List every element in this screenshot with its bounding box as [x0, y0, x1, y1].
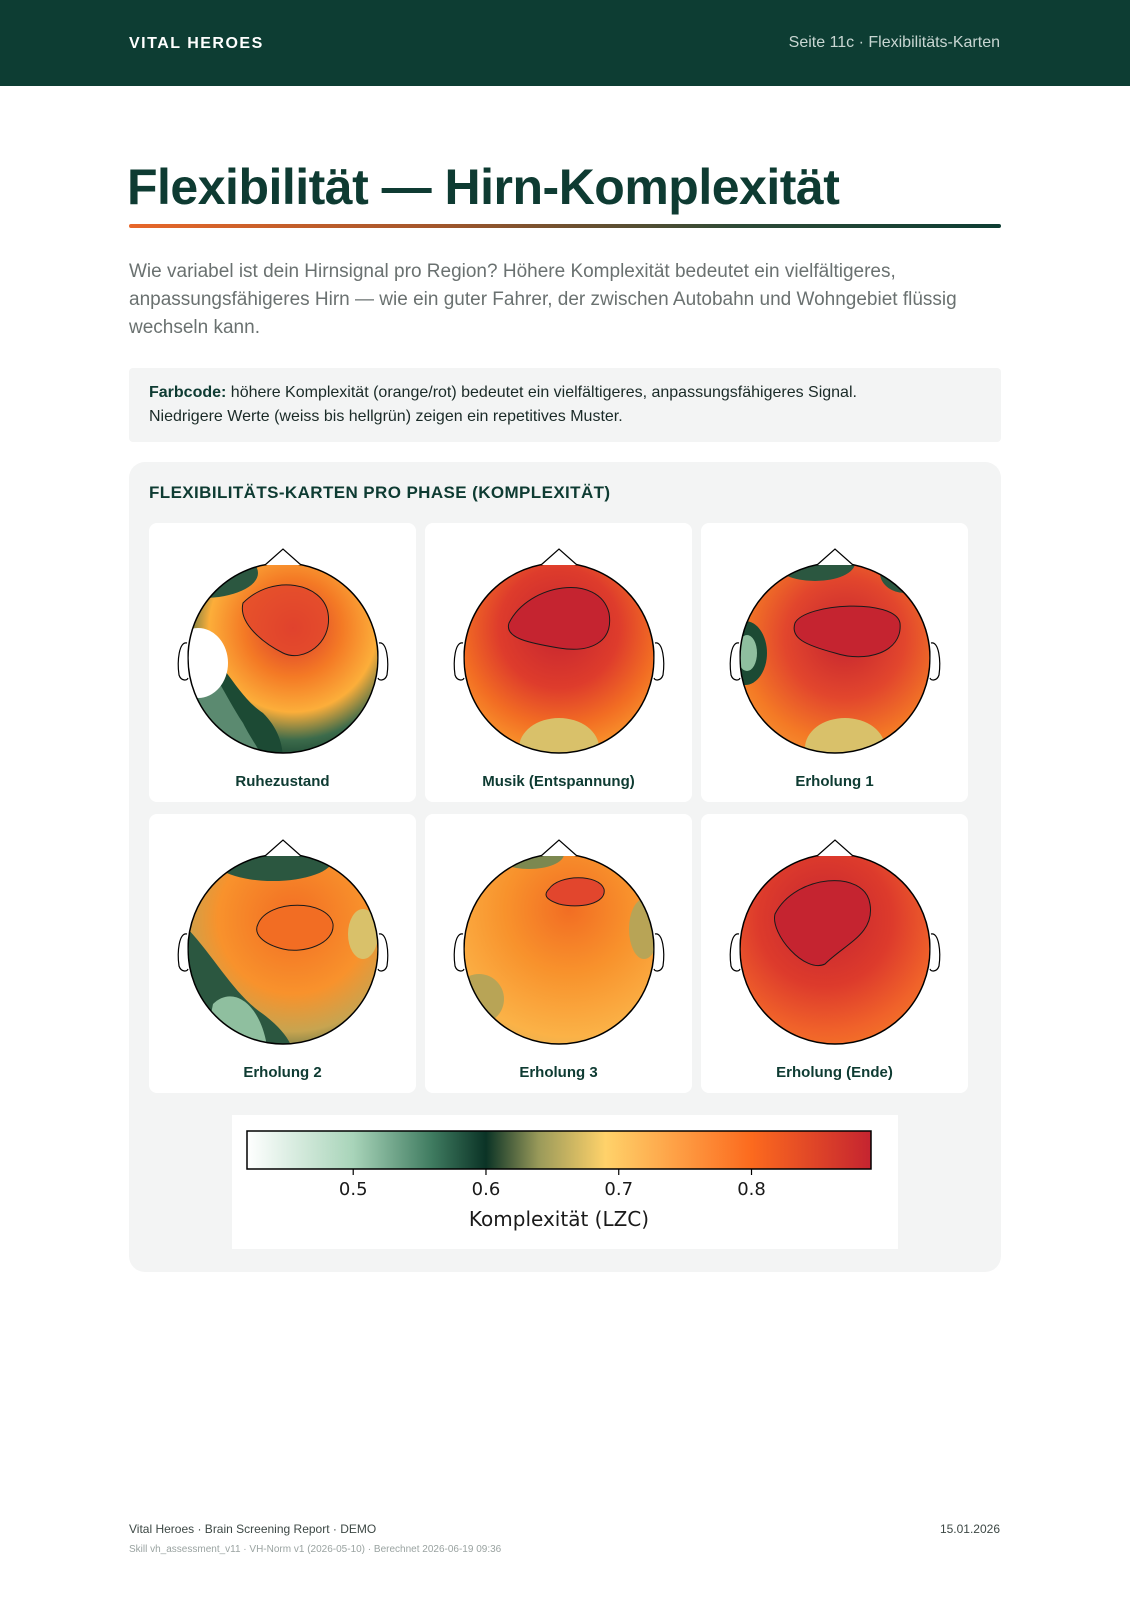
topomap-card: Ruhezustand: [149, 523, 416, 802]
head-topomap: [177, 839, 389, 1045]
map-label: Erholung 2: [243, 1064, 322, 1081]
callout-label: Farbcode:: [149, 384, 227, 401]
map-label: Musik (Entspannung): [482, 773, 635, 790]
topomap-card: Musik (Entspannung): [425, 523, 692, 802]
map-label: Erholung (Ende): [776, 1064, 893, 1081]
topomap-card: Erholung 3: [425, 814, 692, 1093]
top-bar: VITAL HEROES Seite 11c · Flexibilitäts-K…: [0, 0, 1130, 86]
topomap-panel: FLEXIBILITÄTS-KARTEN PRO PHASE (KOMPLEXI…: [129, 462, 1001, 1272]
footer-subtext: Skill vh_assessment_v11 · VH-Norm v1 (20…: [129, 1544, 502, 1555]
colorbar-tick-label: 0.5: [339, 1179, 368, 1200]
topomap-card: Erholung 2: [149, 814, 416, 1093]
colorbar-tick-label: 0.7: [604, 1179, 633, 1200]
head-topomap: [453, 548, 665, 754]
panel-title: FLEXIBILITÄTS-KARTEN PRO PHASE (KOMPLEXI…: [149, 483, 611, 502]
intro-text: Wie variabel ist dein Hirnsignal pro Reg…: [129, 261, 957, 338]
page-title: Flexibilität — Hirn-Komplexität: [127, 159, 840, 215]
map-label: Ruhezustand: [235, 773, 330, 790]
callout-line-1: Farbcode: höhere Komplexität (orange/rot…: [149, 381, 981, 405]
colorbar-tick-label: 0.6: [472, 1179, 501, 1200]
callout-text-1: höhere Komplexität (orange/rot) bedeutet…: [226, 384, 857, 401]
colorbar-label: Komplexität (LZC): [469, 1207, 649, 1231]
map-label: Erholung 3: [519, 1064, 598, 1081]
colorbar-gradient: [246, 1130, 872, 1170]
colorbar: 0.5 0.6 0.7 0.8 Komplexität (LZC): [232, 1115, 898, 1249]
footer-text: Vital Heroes · Brain Screening Report · …: [129, 1522, 377, 1536]
topomap-card: Erholung 1: [701, 523, 968, 802]
map-label: Erholung 1: [795, 773, 874, 790]
head-topomap: [729, 548, 941, 754]
colorbar-svg: 0.5 0.6 0.7 0.8 Komplexität (LZC): [246, 1130, 872, 1231]
head-topomap: [177, 548, 389, 754]
colorbar-tick-label: 0.8: [737, 1179, 766, 1200]
callout-text-2: Niedrigere Werte (weiss bis hellgrün) ze…: [149, 408, 623, 425]
brand-logo: VITAL HEROES: [129, 35, 264, 52]
topomap-card: Erholung (Ende): [701, 814, 968, 1093]
page-info: Seite 11c · Flexibilitäts-Karten: [788, 34, 1000, 51]
title-underline: [129, 224, 1001, 228]
head-topomap: [453, 839, 665, 1045]
footer-date: 15.01.2026: [939, 1522, 1000, 1536]
head-topomap: [729, 839, 941, 1045]
color-code-callout: Farbcode: höhere Komplexität (orange/rot…: [129, 368, 1001, 442]
